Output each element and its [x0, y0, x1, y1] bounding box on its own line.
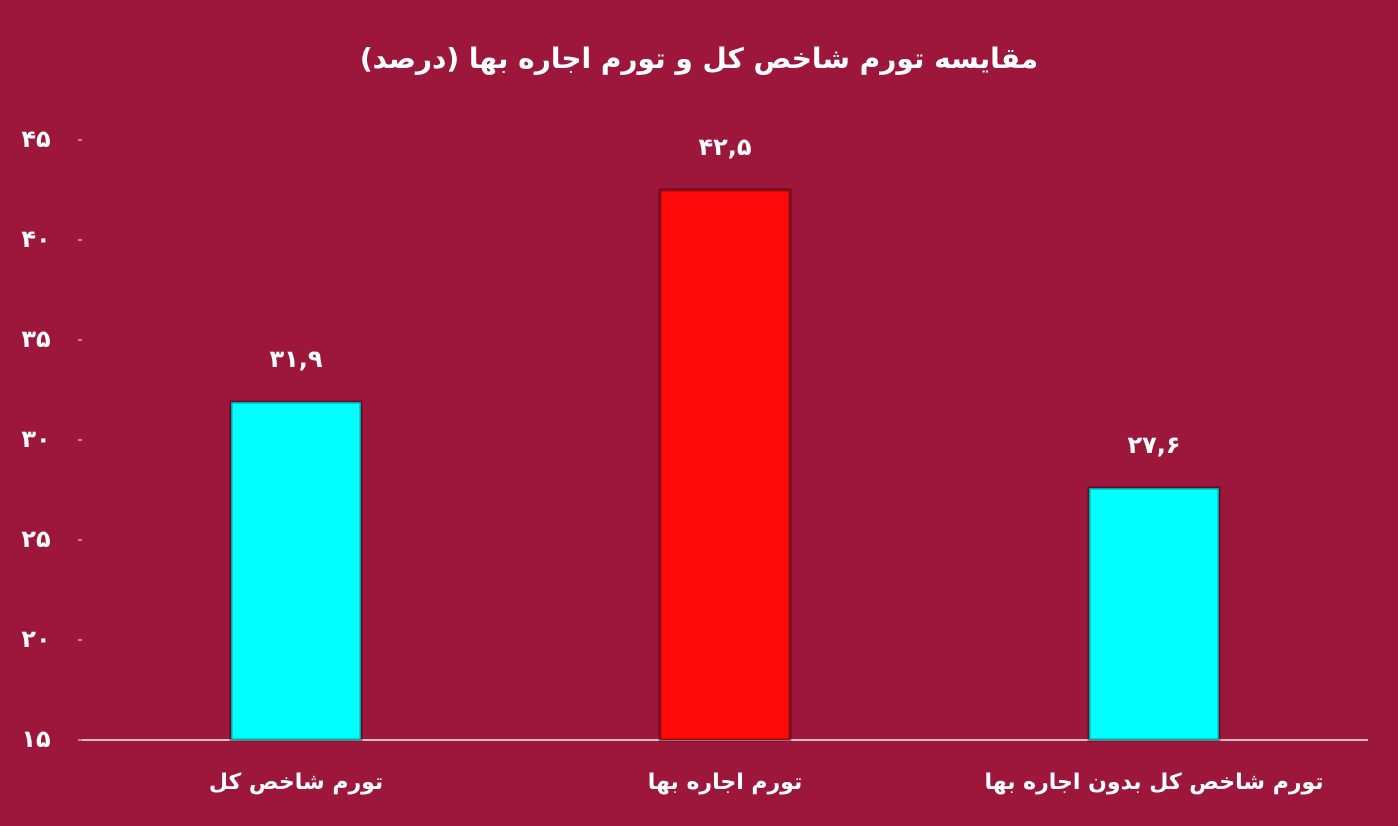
y-tick-label: ۳۵	[21, 325, 50, 353]
y-tick-label: ۲۰	[21, 625, 50, 653]
y-tick-label: ۴۵	[21, 125, 50, 153]
chart-title: مقایسه تورم شاخص کل و تورم اجاره بها (در…	[360, 42, 1038, 75]
y-tick-label: ۴۰	[21, 225, 50, 253]
x-tick-label: تورم شاخص کل بدون اجاره بها	[984, 770, 1323, 795]
y-tick-label: ۳۰	[21, 425, 50, 453]
data-label: ۳۱,۹	[269, 345, 322, 373]
data-label: ۴۲,۵	[698, 133, 751, 161]
bar	[1087, 486, 1221, 742]
y-tick-label: ۲۵	[21, 525, 50, 553]
x-tick-label: تورم اجاره بها	[648, 770, 803, 795]
x-tick-label: تورم شاخص کل	[209, 770, 383, 795]
data-label: ۲۷,۶	[1127, 431, 1180, 459]
bar	[229, 400, 363, 742]
bar	[658, 188, 792, 742]
y-tick-label: ۱۵	[21, 725, 50, 753]
